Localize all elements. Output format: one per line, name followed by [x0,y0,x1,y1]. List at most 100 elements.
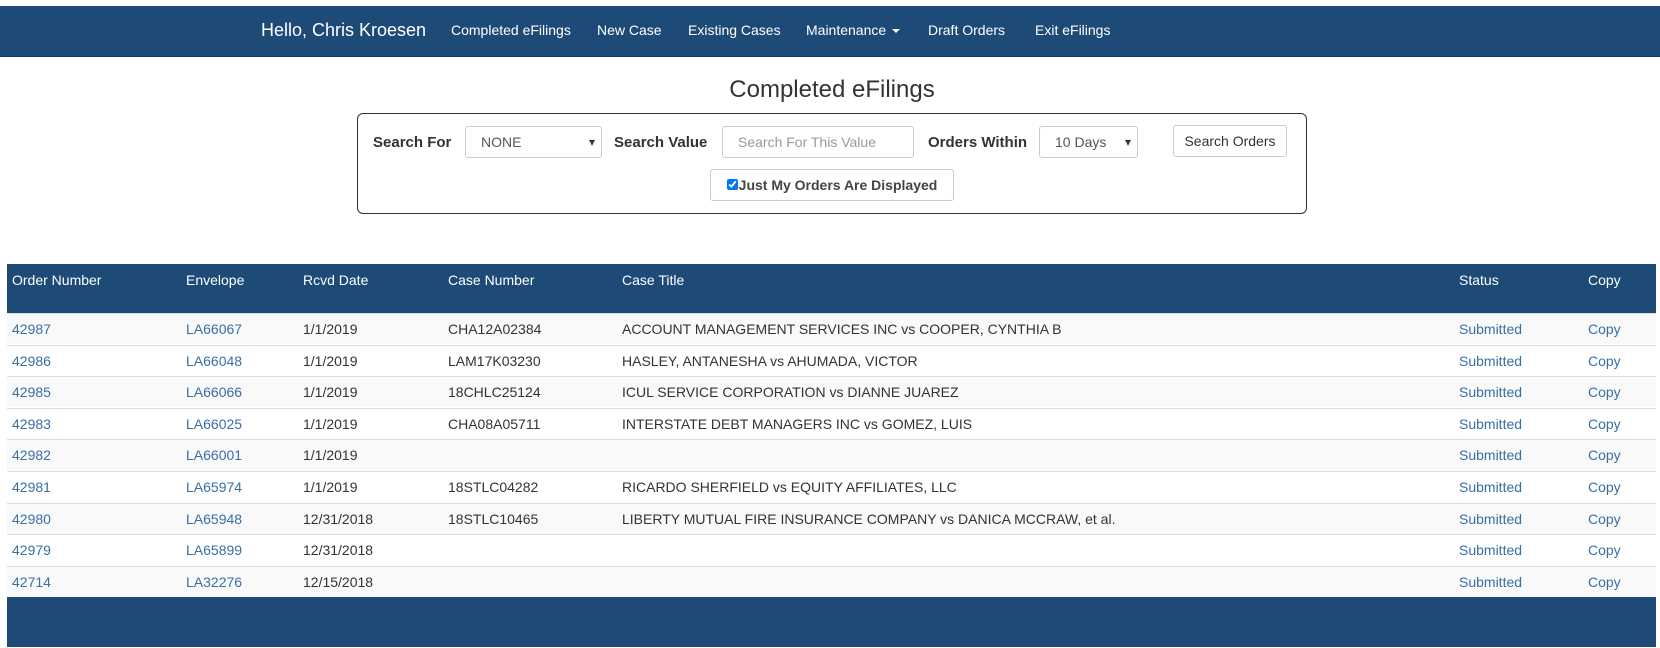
cell: 1/1/2019 [303,384,358,401]
cell-link[interactable]: Copy [1588,415,1621,432]
table-row: 42986 LA66048 1/1/2019 LAM17K03230 HASLEY, A… [7,344,1656,376]
column-header: Status [1459,272,1499,288]
checkbox-label: Just My Orders Are Displayed [738,177,938,193]
table-row: 42981 LA65974 1/1/2019 18STLC04282 RICARDO S… [7,471,1656,502]
checkbox[interactable] [726,179,738,190]
select-value: NONE [481,134,522,150]
cell-link[interactable]: Copy [1588,321,1621,337]
nav-link[interactable]: New Case [597,22,662,38]
cell-link[interactable]: Copy [1588,542,1621,559]
cell: LAM17K03230 [448,352,541,369]
cell-link[interactable]: LA66025 [186,415,243,432]
cell: ACCOUNT MANAGEMENT SERVICES INC vs COOPE… [622,321,1062,337]
cell: 18CHLC25124 [448,384,541,401]
cell-link[interactable]: Submitted [1459,415,1523,432]
placeholder: Search For This Value [738,134,876,150]
footer-bar [7,597,1656,647]
cell-link[interactable]: Submitted [1459,447,1523,464]
table-row: 42983 LA66025 1/1/2019 CHA08A05711 INTERSTAT… [7,407,1656,439]
cell: 12/15/2018 [303,573,374,590]
cell-link[interactable]: Copy [1588,510,1621,527]
cell-link[interactable]: 42986 [12,352,51,369]
column-header: Envelope [186,272,245,288]
table-row: 42985 LA66066 1/1/2019 18CHLC25124 ICUL SERV… [7,376,1656,408]
label: Orders Within [928,134,1028,151]
label: Search For [373,134,452,151]
cell-link[interactable]: Submitted [1459,321,1523,337]
cell-link[interactable]: Submitted [1459,479,1523,495]
cell: 1/1/2019 [303,447,358,464]
cell-link[interactable]: LA65899 [186,542,243,559]
cell: 18STLC10465 [448,510,539,527]
cell-link[interactable]: Submitted [1459,352,1523,369]
nav-link[interactable]: Draft Orders [928,22,1006,38]
cell-link[interactable]: 42983 [12,415,51,432]
search-panel [357,113,1307,214]
table-row: 42980 LA65948 12/31/2018 18STLC10465 LIBERTY… [7,502,1656,534]
column-header: Copy [1588,272,1621,288]
search-button[interactable]: Search Orders [1173,125,1287,157]
cell-link[interactable]: Copy [1588,447,1621,464]
cell-link[interactable]: LA65974 [186,479,243,495]
cell-link[interactable]: Submitted [1459,573,1523,590]
cell-link[interactable]: Submitted [1459,384,1523,401]
label: Search Value [614,134,708,151]
table-row: 42979 LA65899 12/31/2018 Submitted Copy [7,534,1656,566]
nav-link[interactable]: Completed eFilings [451,22,571,38]
cell-link[interactable]: Copy [1588,479,1621,495]
cell-link[interactable]: 42982 [12,447,51,464]
column-header: Order Number [12,272,102,288]
page-title: Completed eFilings [729,76,935,103]
cell-link[interactable]: 42980 [12,510,51,527]
nav-link[interactable]: Exit eFilings [1035,22,1111,38]
select[interactable]: 10 Days [1039,126,1138,158]
cell: RICARDO SHERFIELD vs EQUITY AFFILIATES, … [622,479,957,495]
select-value: 10 Days [1055,134,1107,150]
cell: 12/31/2018 [303,510,374,527]
cell-link[interactable]: LA32276 [186,573,243,590]
table-row: 42714 LA32276 12/15/2018 Submitted Copy [7,565,1656,597]
cell-link[interactable]: LA66066 [186,384,243,401]
cell: INTERSTATE DEBT MANAGERS INC vs GOMEZ, L… [622,415,973,432]
cell: 18STLC04282 [448,479,539,495]
cell-link[interactable]: 42979 [12,542,51,559]
nav-dropdown[interactable]: Maintenance [806,22,900,38]
greeting: Hello, Chris Kroesen [261,20,427,40]
cell-link[interactable]: 42987 [12,321,51,337]
cell: 1/1/2019 [303,479,358,495]
cell: 1/1/2019 [303,321,358,337]
cell-link[interactable]: 42714 [12,573,51,590]
select[interactable]: NONE [465,126,602,158]
cell-link[interactable]: 42981 [12,479,51,495]
cell: 1/1/2019 [303,415,358,432]
cell-link[interactable]: Submitted [1459,510,1523,527]
navbar: Hello, Chris Kroesen Completed eFilings … [0,6,1660,57]
cell-link[interactable]: Submitted [1459,542,1523,559]
cell: LIBERTY MUTUAL FIRE INSURANCE COMPANY vs… [622,510,1116,527]
cell: CHA08A05711 [448,415,541,432]
cell-link[interactable]: LA65948 [186,510,243,527]
cell-link[interactable]: Copy [1588,352,1621,369]
checkbox-button[interactable]: Just My Orders Are Displayed [710,169,954,201]
column-header: Rcvd Date [303,272,369,288]
cell-link[interactable]: LA66067 [186,321,243,337]
table-header: Order Number Envelope Rcvd Date Case Number… [7,264,1656,313]
cell: ICUL SERVICE CORPORATION vs DIANNE JUARE… [622,384,959,401]
cell: CHA12A02384 [448,321,542,337]
table-row: 42987 LA66067 1/1/2019 CHA12A02384 ACCOUNT M… [7,313,1656,344]
cell: 12/31/2018 [303,542,374,559]
column-header: Case Number [448,272,535,288]
cell-link[interactable]: LA66048 [186,352,243,369]
cell-link[interactable]: Copy [1588,573,1621,590]
cell-link[interactable]: Copy [1588,384,1621,401]
nav-link[interactable]: Existing Cases [688,22,781,38]
cell-link[interactable]: LA66001 [186,447,243,464]
cell-link[interactable]: 42985 [12,384,51,401]
cell: 1/1/2019 [303,352,358,369]
table-row: 42982 LA66001 1/1/2019 Submitted Copy [7,439,1656,471]
cell: HASLEY, ANTANESHA vs AHUMADA, VICTOR [622,352,918,369]
text-input[interactable]: Search For This Value [722,126,914,158]
column-header: Case Title [622,272,685,288]
